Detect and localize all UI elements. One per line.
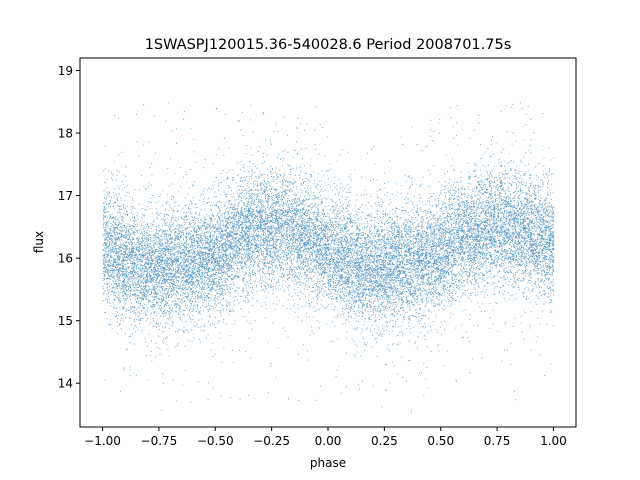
x-tick-label: −0.25 [253,434,290,448]
y-tick-label: 15 [58,314,73,328]
chart-title: 1SWASPJ120015.36-540028.6 Period 2008701… [145,37,512,53]
plot-frame [79,57,577,428]
x-tick-label: 0.50 [427,434,454,448]
x-axis-label: phase [310,456,346,470]
y-tick-label: 14 [58,377,73,391]
x-tick-label: −0.50 [197,434,234,448]
y-axis-label: flux [32,231,46,253]
x-tick-label: 0.00 [315,434,342,448]
x-tick-label: 1.00 [540,434,567,448]
scatter-points [102,102,555,413]
y-axis-ticks: 14 15 16 17 18 19 [58,64,80,391]
y-tick-label: 19 [58,64,73,78]
x-tick-label: 0.25 [371,434,398,448]
x-tick-label: 0.75 [484,434,511,448]
x-tick-label: −1.00 [84,434,121,448]
y-tick-label: 16 [58,252,73,266]
y-tick-label: 18 [58,127,73,141]
data-points [102,102,555,413]
x-tick-label: −0.75 [141,434,178,448]
x-axis-ticks: −1.00 −0.75 −0.50 −0.25 0.00 0.25 0.50 0.75 1.00 [84,427,567,448]
y-tick-label: 17 [58,189,73,203]
